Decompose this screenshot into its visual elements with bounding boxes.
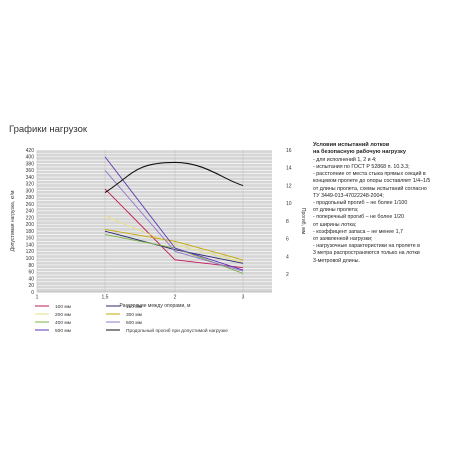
y-tick-label: 340: [26, 175, 35, 181]
y-tick-label: 20: [28, 283, 34, 289]
page-title: Графики нагрузок: [9, 124, 88, 135]
y-tick-label: 240: [26, 209, 35, 215]
conditions-heading-1: Условия испытаний лотков: [313, 142, 390, 148]
condition-line: - расстояние от места стыка прямых секци…: [313, 171, 426, 178]
y2-tick-label: 4: [286, 254, 289, 260]
load-series-line: [104, 215, 244, 263]
y2-tick-label: 12: [286, 183, 292, 189]
condition-line: - продольный прогиб – не более 1/100: [313, 200, 408, 207]
condition-line: от длины пролета, схемы испытаний соглас…: [313, 185, 427, 192]
y2-tick-label: 2: [286, 272, 289, 278]
y-tick-label: 120: [26, 249, 35, 255]
x-axis-title: Расстояние между опорами, м: [120, 303, 192, 309]
legend-label: 500 мм: [55, 328, 71, 334]
legend-label: 200 мм: [55, 312, 71, 318]
load-series-line: [104, 169, 244, 272]
y-tick-label: 260: [26, 202, 35, 208]
y2-tick-label: 8: [286, 219, 289, 225]
y-tick-label: 60: [28, 270, 34, 276]
y-tick-label: 140: [26, 242, 35, 248]
y-tick-label: 320: [26, 182, 35, 188]
y2-tick-label: 16: [286, 148, 292, 154]
condition-line: - для исполнений 1, 2 и 4;: [313, 156, 377, 163]
condition-line: от ширины лотка;: [313, 221, 357, 228]
condition-line: - нагрузочные характеристики на пролете …: [313, 243, 420, 250]
y2-tick-label: 6: [286, 237, 289, 243]
condition-line: - коэффицент запаса – не менее 1,7: [313, 228, 403, 235]
x-tick-label: 3: [242, 295, 245, 301]
y-tick-label: 160: [26, 236, 35, 242]
condition-line: - испытания по ГОСТ Р 52868 п. 10.3.3;: [313, 164, 410, 171]
y-tick-label: 400: [26, 155, 35, 161]
y-tick-label: 220: [26, 215, 35, 221]
condition-line: 3-метровой длины.: [313, 257, 360, 264]
legend-label: 300 мм: [126, 312, 142, 318]
legend-label: 400 мм: [55, 320, 71, 326]
y-tick-label: 100: [26, 256, 35, 262]
y-tick-label: 40: [28, 276, 34, 282]
y-tick-label: 380: [26, 161, 35, 167]
test-conditions: Условия испытаний лотков на безопасную р…: [313, 142, 453, 265]
y2-tick-label: 14: [286, 166, 292, 172]
x-tick-label: 1,5: [102, 295, 109, 301]
x-tick-label: 1: [36, 295, 39, 301]
y-tick-label: 200: [26, 222, 35, 228]
load-series-line: [104, 229, 244, 261]
y-tick-label: 360: [26, 168, 35, 174]
load-series-line: [104, 156, 244, 271]
condition-line: ТУ 3449-013-47022248-2004;: [313, 192, 384, 199]
x-tick-label: 2: [174, 295, 177, 301]
y-tick-label: 420: [26, 148, 35, 154]
conditions-heading-2: на безопасную рабочую нагрузку: [313, 149, 406, 156]
legend-label: 600 мм: [126, 320, 142, 326]
load-series-line: [104, 230, 244, 264]
legend-label: 100 мм: [55, 304, 71, 310]
y-tick-label: 80: [28, 263, 34, 269]
y-tick-label: 280: [26, 195, 35, 201]
condition-line: - поперечный прогиб – не более 1/20: [313, 214, 405, 221]
y-tick-label: 0: [31, 290, 34, 296]
condition-line: 3 метра распространяются только на лотки: [313, 250, 420, 257]
y2-tick-label: 10: [286, 201, 292, 207]
legend-label: 150 мм: [126, 304, 142, 310]
y2-axis-title: Прогиб, мм: [300, 208, 306, 235]
y-tick-label: 300: [26, 188, 35, 194]
deflection-series-line: [104, 161, 244, 194]
condition-line: от длины пролета;: [313, 207, 359, 214]
y-tick-label: 180: [26, 229, 35, 235]
condition-line: концевом пролете до опоры составляет 1/4…: [313, 178, 431, 185]
condition-line: от заявленной нагрузки;: [313, 236, 373, 243]
legend-label: Продольный прогиб при допустимой нагрузк…: [126, 327, 228, 334]
y-axis-title: Допустимая нагрузка, кг/м: [10, 190, 16, 251]
